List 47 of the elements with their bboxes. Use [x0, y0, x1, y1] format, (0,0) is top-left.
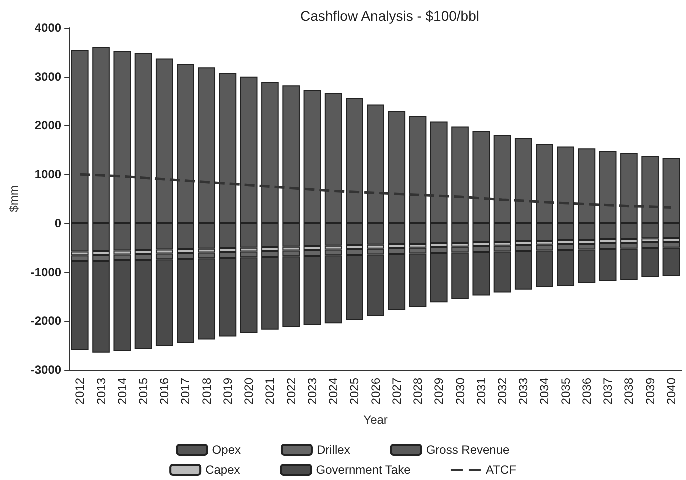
x-tick-label: 2029: [432, 378, 446, 405]
x-tick-label: 2038: [622, 378, 636, 405]
x-tick-label: 2036: [580, 378, 594, 405]
x-tick-label: 2031: [474, 378, 488, 405]
x-tick-label: 2017: [178, 378, 193, 405]
x-tick-label: 2013: [94, 378, 108, 405]
x-tick-label: 2040: [664, 378, 678, 405]
y-tick-label: 2000: [34, 118, 62, 133]
x-tick-label: 2033: [516, 378, 531, 405]
x-tick-label: 2015: [136, 378, 151, 405]
x-tick-label: 2030: [453, 378, 468, 405]
x-tick-label: 2026: [368, 378, 383, 405]
x-tick-label: 2018: [200, 378, 214, 405]
legend-label: Gross Revenue: [426, 443, 510, 457]
x-tick-label: 2024: [326, 378, 341, 405]
y-tick-label: 3000: [34, 70, 62, 84]
legend-label: Government Take: [316, 463, 412, 477]
x-tick-label: 2025: [348, 378, 362, 405]
legend-label: Opex: [212, 443, 241, 457]
x-tick-label: 2014: [115, 378, 130, 405]
x-tick-label: 2028: [411, 378, 426, 405]
x-tick-label: 2021: [263, 378, 278, 405]
y-axis-title: $mm: [7, 186, 21, 212]
legend-label: Drillex: [316, 443, 350, 457]
x-tick-label: 2027: [390, 378, 404, 405]
x-tick-label: 2020: [242, 378, 256, 405]
x-tick-label: 2032: [496, 378, 510, 405]
x-tick-label: 2019: [220, 378, 235, 405]
y-tick-label: -1000: [30, 265, 62, 280]
x-tick-label: 2023: [305, 378, 320, 405]
chart-title: Cashflow Analysis - $100/bbl: [300, 8, 480, 24]
y-tick-label: 1000: [34, 168, 62, 182]
x-tick-label: 2016: [158, 378, 172, 405]
x-tick-label: 2022: [284, 378, 298, 405]
y-tick-label: -2000: [30, 314, 62, 328]
line-series: [78, 173, 673, 210]
x-tick-label: 2034: [538, 378, 552, 405]
x-tick-label: 2035: [558, 378, 573, 405]
x-tick-label: 2037: [601, 378, 616, 405]
legend-label: Capex: [206, 463, 240, 477]
y-tick-label: -3000: [30, 363, 62, 377]
legend-label: ATCF: [486, 463, 516, 477]
x-axis-title: Year: [364, 413, 388, 427]
x-tick-label: 2012: [73, 378, 88, 405]
y-tick-label: 4000: [34, 21, 62, 35]
y-tick-label: 0: [54, 216, 62, 230]
x-tick-label: 2039: [643, 378, 658, 405]
